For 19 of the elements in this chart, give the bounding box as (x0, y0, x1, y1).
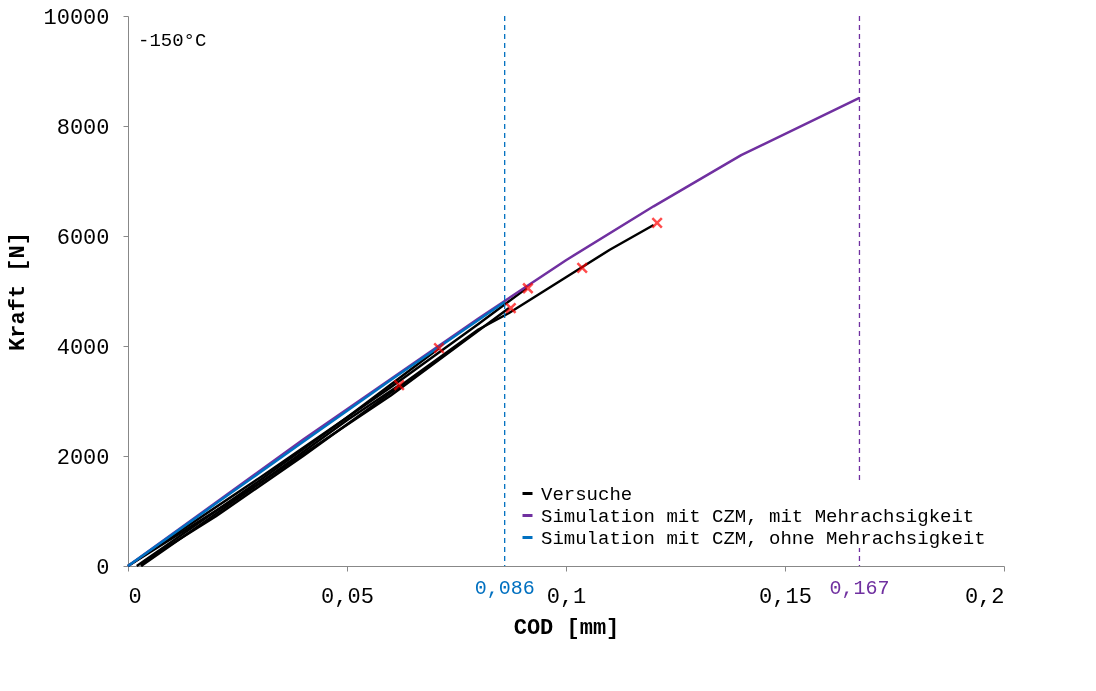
x-tick-label: 0,1 (546, 584, 587, 610)
legend-label: Simulation mit CZM, mit Mehrachsigkeit (541, 505, 975, 528)
y-tick-label: 10000 (43, 5, 110, 31)
y-axis-title: Kraft [N] (6, 232, 32, 351)
x-axis-title: COD [mm] (513, 615, 620, 641)
y-tick-label: 6000 (56, 225, 110, 251)
y-tick-label: 4000 (56, 335, 110, 361)
legend-label: Simulation mit CZM, ohne Mehrachsigkeit (541, 527, 986, 550)
y-tick-label: 0 (96, 555, 110, 581)
x-tick-label: 0,15 (759, 584, 812, 610)
ref-line-label: 0,167 (829, 577, 890, 600)
legend-label: Versuche (541, 483, 633, 506)
y-tick-label: 8000 (56, 115, 110, 141)
x-tick-label: 0,05 (321, 584, 374, 610)
y-tick-label: 2000 (56, 445, 110, 471)
ref-line-label: 0,086 (474, 577, 535, 600)
annotation: -150°C (138, 30, 207, 52)
x-tick-label: 0 (128, 584, 142, 610)
x-tick-label: 0,2 (964, 584, 1005, 610)
